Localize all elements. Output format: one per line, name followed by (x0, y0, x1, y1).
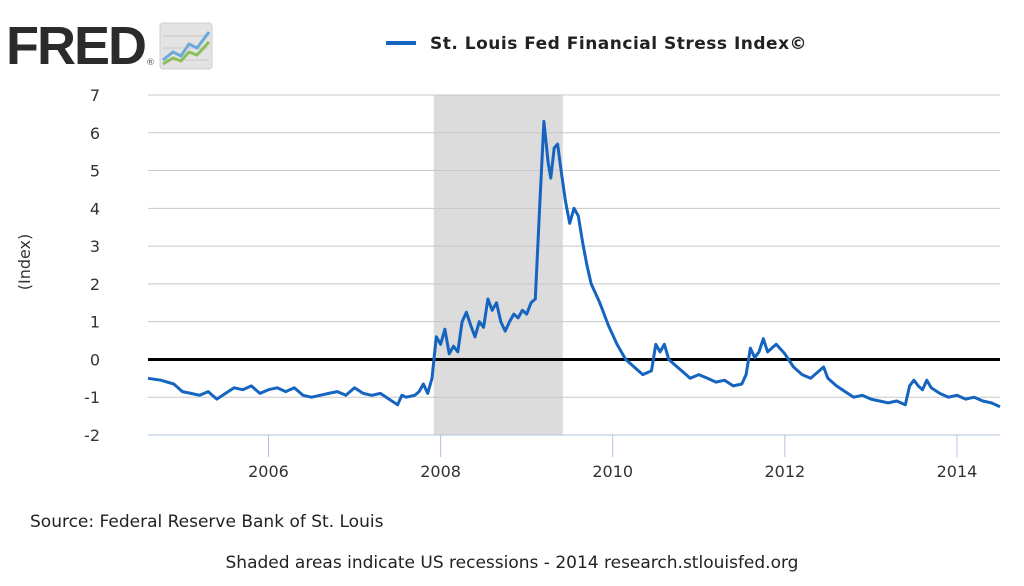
legend-label: St. Louis Fed Financial Stress Index© (430, 34, 807, 54)
y-tick-label: 6 (90, 124, 100, 143)
fred-logo: FRED ® (6, 18, 213, 74)
logo-registered-mark: ® (146, 58, 155, 68)
y-tick-label: 1 (90, 313, 100, 332)
x-tick-label: 2010 (592, 462, 633, 481)
y-tick-label: 0 (90, 350, 100, 369)
y-tick-label: 2 (90, 275, 100, 294)
series-line (147, 119, 1001, 409)
footnote: Shaded areas indicate US recessions - 20… (225, 553, 799, 573)
x-tick-label: 2006 (248, 462, 289, 481)
chart: 7 6 5 4 3 2 1 0 -1 -2 2006 2008 2010 2012 2014 St. Lo… (15, 34, 1001, 481)
y-tick-label: -2 (84, 426, 100, 445)
x-tick-label: 2014 (937, 462, 978, 481)
chart-icon (159, 22, 213, 70)
legend: St. Louis Fed Financial Stress Index© (386, 34, 807, 54)
y-tick-label: -1 (84, 388, 100, 407)
y-tick-label: 5 (90, 162, 100, 181)
logo-text: FRED (6, 16, 147, 76)
y-axis-label: (Index) (15, 234, 34, 291)
x-tick-label: 2008 (420, 462, 461, 481)
x-tick-label: 2012 (764, 462, 805, 481)
source-note: Source: Federal Reserve Bank of St. Loui… (30, 512, 384, 532)
y-tick-label: 3 (90, 237, 100, 256)
y-tick-label: 7 (90, 86, 100, 105)
y-tick-label: 4 (90, 199, 100, 218)
